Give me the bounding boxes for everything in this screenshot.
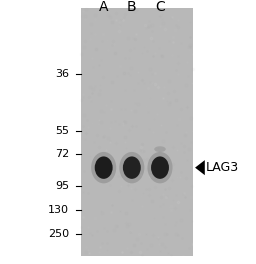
Ellipse shape	[95, 156, 113, 179]
Text: C: C	[155, 0, 165, 14]
Text: B: B	[127, 0, 137, 14]
Text: 95: 95	[55, 181, 69, 191]
Ellipse shape	[151, 156, 169, 179]
Ellipse shape	[119, 152, 144, 183]
Text: LAG3: LAG3	[206, 161, 239, 174]
Ellipse shape	[91, 152, 116, 183]
Ellipse shape	[147, 152, 173, 183]
Text: 72: 72	[55, 149, 69, 159]
Text: 130: 130	[48, 205, 69, 215]
Polygon shape	[195, 160, 205, 175]
Text: 250: 250	[48, 229, 69, 239]
Text: 36: 36	[55, 69, 69, 79]
Ellipse shape	[154, 146, 166, 152]
Text: 55: 55	[55, 126, 69, 136]
Text: A: A	[99, 0, 109, 14]
Ellipse shape	[123, 156, 141, 179]
Bar	[81, 8, 193, 256]
